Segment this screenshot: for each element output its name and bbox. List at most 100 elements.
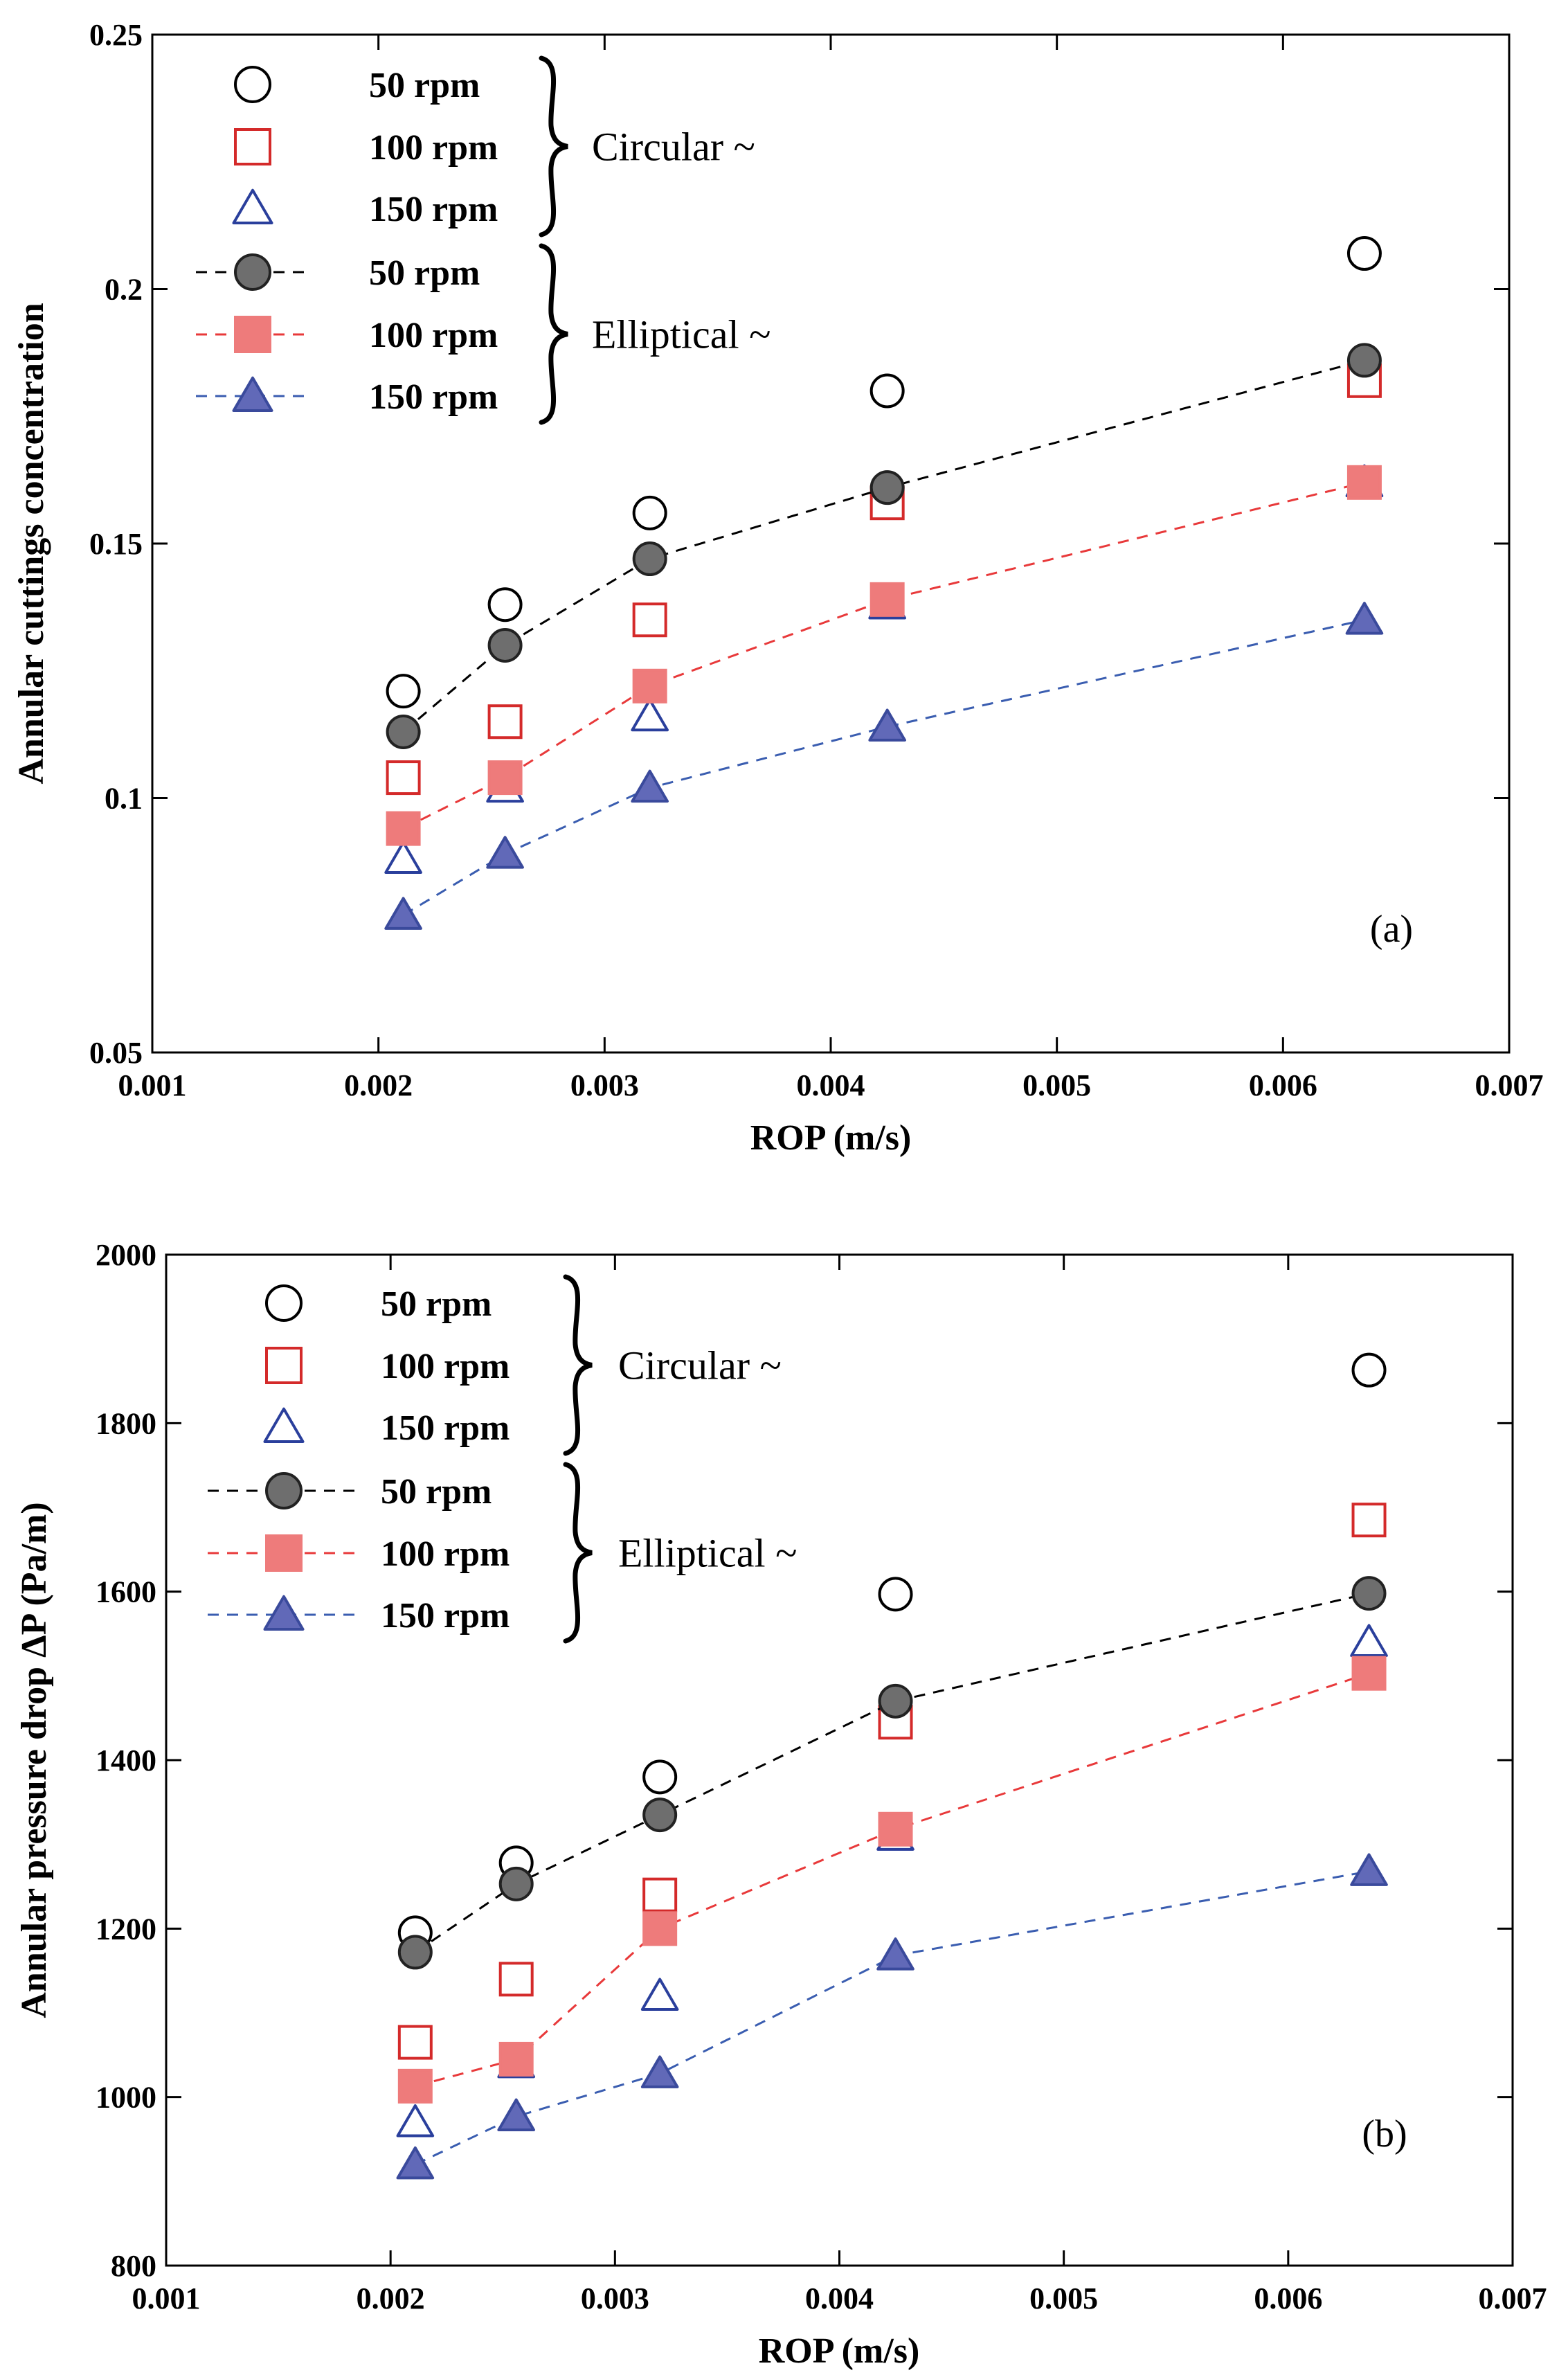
y-tick-label: 1800 xyxy=(96,1406,156,1440)
data-point-circle xyxy=(386,714,421,749)
series-circular-50-rpm xyxy=(397,1352,1387,1951)
legend-b: 50 rpm 100 rpm 150 rpm 50 rpm 100 rpm 150 rpm… xyxy=(208,1274,797,1644)
legend-marker-triangle xyxy=(263,1595,305,1631)
data-point-circle xyxy=(386,674,421,709)
legend-marker-circle xyxy=(234,66,271,103)
data-point-triangle xyxy=(640,2055,679,2088)
legend-entry-elliptical-100-rpm: 100 rpm xyxy=(196,316,498,355)
legend-group-label-circular: Circular ~ xyxy=(592,125,755,170)
data-point-square xyxy=(878,1811,913,1847)
data-point-circle xyxy=(869,373,905,409)
legend-marker-circle xyxy=(265,1284,303,1322)
legend-marker-triangle xyxy=(232,188,273,224)
legend-brace-circular xyxy=(563,1274,593,1456)
data-point-triangle xyxy=(1350,1853,1388,1886)
legend-label: 150 rpm xyxy=(381,1408,510,1448)
y-axis-label-a: Annular cuttings concentration xyxy=(12,303,51,784)
x-tick-label: 0.003 xyxy=(581,2282,649,2315)
legend-label: 100 rpm xyxy=(369,316,498,355)
data-point-triangle xyxy=(396,2146,435,2180)
data-point-triangle xyxy=(396,2104,435,2138)
legend-brace-elliptical xyxy=(539,243,568,425)
legend-label: 150 rpm xyxy=(369,190,498,229)
legend-marker-triangle xyxy=(263,1407,305,1443)
data-point-triangle xyxy=(640,1978,679,2011)
data-point-circle xyxy=(878,1683,913,1719)
chart-panel-b: 0.001 0.002 0.003 0.004 0.005 0.006 0.007 800 1… xyxy=(15,1238,1547,2371)
data-point-square xyxy=(632,668,667,703)
x-tick-label: 0.001 xyxy=(132,2282,201,2315)
series-elliptical-50-rpm xyxy=(386,343,1382,749)
data-point-square xyxy=(632,602,667,638)
legend-marker-circle xyxy=(265,1472,303,1509)
series-circular-100-rpm xyxy=(397,1503,1387,2060)
x-ticks-b: 0.001 0.002 0.003 0.004 0.005 0.006 0.007 xyxy=(132,1255,1547,2315)
data-point-square xyxy=(487,704,523,740)
x-tick-label: 0.006 xyxy=(1249,1068,1317,1102)
x-axis-label-a: ROP (m/s) xyxy=(750,1118,912,1158)
x-ticks-a: 0.001 0.002 0.003 0.004 0.005 0.006 0.007 xyxy=(118,35,1544,1102)
y-tick-label: 1000 xyxy=(96,2081,156,2115)
data-point-circle xyxy=(1346,343,1382,378)
data-point-triangle xyxy=(631,698,669,732)
x-tick-label: 0.005 xyxy=(1022,1068,1091,1102)
data-point-triangle xyxy=(384,841,422,875)
legend-entry-elliptical-100-rpm: 100 rpm xyxy=(208,1534,510,1574)
series-elliptical-150-rpm xyxy=(384,602,1384,930)
chart-panel-a: 0.001 0.002 0.003 0.004 0.005 0.006 0.007 0.05… xyxy=(12,18,1544,1158)
y-tick-label: 0.2 xyxy=(105,273,143,307)
legend-group-label-circular: Circular ~ xyxy=(618,1343,782,1388)
series-circular-50-rpm xyxy=(386,236,1382,709)
legend-label: 150 rpm xyxy=(381,1596,510,1635)
legend-label: 100 rpm xyxy=(381,1534,510,1574)
y-axis-label-b: Annular pressure drop ΔP (Pa/m) xyxy=(15,1502,54,2018)
data-point-square xyxy=(397,2025,433,2060)
x-tick-label: 0.002 xyxy=(357,2282,425,2315)
data-point-circle xyxy=(1351,1576,1387,1611)
series-elliptical-50-rpm xyxy=(397,1576,1387,1970)
plot-frame-b xyxy=(165,1253,1514,2267)
legend-entry-circular-100-rpm: 100 rpm xyxy=(234,128,498,168)
data-point-square xyxy=(397,2068,433,2104)
y-ticks-a: 0.05 0.1 0.15 0.2 0.25 xyxy=(89,18,1509,1070)
x-tick-label: 0.001 xyxy=(118,1068,187,1102)
y-tick-label: 0.05 xyxy=(89,1036,143,1070)
legend-label: 50 rpm xyxy=(369,253,480,293)
legend-label: 50 rpm xyxy=(381,1284,492,1324)
legend-entry-circular-150-rpm: 150 rpm xyxy=(232,188,498,229)
y-ticks-b: 800 1000 1200 1400 1600 1800 2000 xyxy=(96,1238,1513,2283)
legend-group-label-elliptical: Elliptical ~ xyxy=(618,1531,797,1576)
legend-entry-circular-50-rpm: 50 rpm xyxy=(234,66,480,105)
series-elliptical-100-rpm xyxy=(397,1656,1387,2104)
legend-marker-square xyxy=(234,316,271,353)
data-point-circle xyxy=(487,628,523,663)
series-circular-150-rpm xyxy=(384,464,1384,875)
legend-entry-elliptical-50-rpm: 50 rpm xyxy=(196,253,480,293)
y-tick-label: 2000 xyxy=(96,1238,156,1272)
legend-a: 50 rpm 100 rpm 150 rpm 50 rpm 100 rpm 150 rpm… xyxy=(196,55,771,425)
data-point-circle xyxy=(642,1798,678,1833)
x-tick-label: 0.002 xyxy=(344,1068,413,1102)
series-layer-b xyxy=(396,1352,1388,2180)
y-tick-label: 800 xyxy=(111,2249,156,2283)
data-point-square xyxy=(487,760,523,796)
data-point-circle xyxy=(487,587,523,622)
x-tick-label: 0.004 xyxy=(797,1068,865,1102)
data-point-triangle xyxy=(631,769,669,803)
data-point-triangle xyxy=(876,1937,914,1971)
legend-entry-circular-50-rpm: 50 rpm xyxy=(265,1284,492,1324)
data-point-square xyxy=(386,760,421,796)
data-point-circle xyxy=(498,1866,534,1901)
data-point-square xyxy=(386,811,421,846)
series-line xyxy=(415,1672,1370,2088)
x-axis-label-b: ROP (m/s) xyxy=(759,2331,920,2371)
legend-label: 100 rpm xyxy=(381,1347,510,1386)
data-point-circle xyxy=(642,1759,678,1795)
legend-entry-elliptical-50-rpm: 50 rpm xyxy=(208,1472,492,1512)
series-line xyxy=(414,1592,1369,1953)
y-tick-label: 1600 xyxy=(96,1575,156,1609)
data-point-circle xyxy=(1346,236,1382,271)
legend-entry-elliptical-150-rpm: 150 rpm xyxy=(208,1595,510,1635)
data-point-square xyxy=(498,2041,534,2077)
